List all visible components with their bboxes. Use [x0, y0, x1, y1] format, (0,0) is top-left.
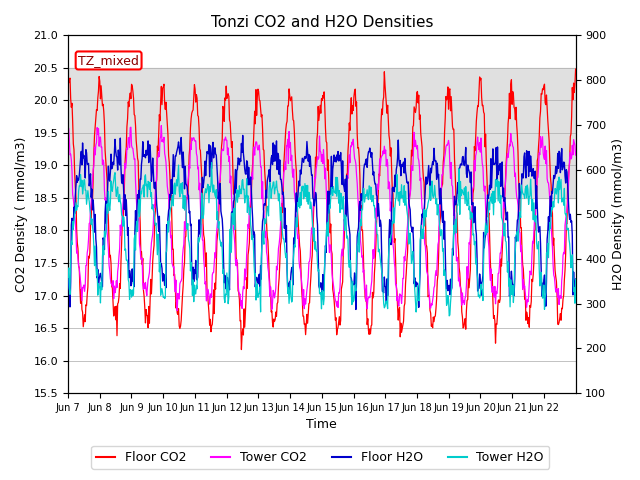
- Y-axis label: H2O Density (mmol/m3): H2O Density (mmol/m3): [612, 138, 625, 290]
- Bar: [68, 68, 575, 198]
- Legend: Floor CO2, Tower CO2, Floor H2O, Tower H2O: Floor CO2, Tower CO2, Floor H2O, Tower H…: [91, 446, 549, 469]
- Title: Tonzi CO2 and H2O Densities: Tonzi CO2 and H2O Densities: [211, 15, 433, 30]
- Y-axis label: CO2 Density ( mmol/m3): CO2 Density ( mmol/m3): [15, 136, 28, 292]
- Text: TZ_mixed: TZ_mixed: [78, 54, 139, 67]
- X-axis label: Time: Time: [307, 419, 337, 432]
